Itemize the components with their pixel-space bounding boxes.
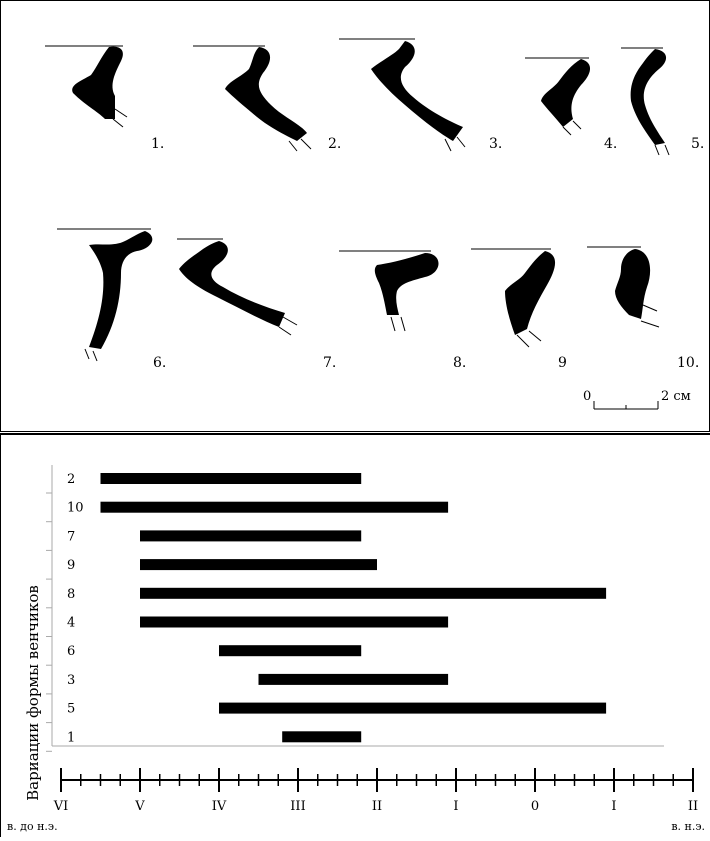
- range-bar-3: [258, 673, 449, 685]
- range-bar-7: [140, 530, 362, 542]
- row-label-2: 2: [67, 472, 75, 487]
- chart-rows: 2 10 7 9 8 4 6 3 5 1: [46, 472, 607, 752]
- x-tick-label: III: [290, 799, 305, 814]
- profile-label-1: 1.: [151, 136, 164, 152]
- row-label-4: 4: [67, 616, 75, 631]
- rim-profile-2: [193, 45, 312, 152]
- row-label-5: 5: [67, 702, 75, 717]
- rim-profile-3: [339, 38, 466, 152]
- range-bar-10: [100, 501, 449, 513]
- x-tick-label: IV: [212, 799, 227, 814]
- row-label-3: 3: [67, 673, 75, 688]
- rim-profile-8: [339, 250, 439, 332]
- rim-profile-7: [177, 238, 298, 336]
- x-unit-label-before: в. до н.э.: [7, 820, 58, 833]
- rim-profile-5: [621, 47, 670, 156]
- range-bar-1: [282, 731, 362, 743]
- range-bar-5: [219, 702, 607, 714]
- profile-label-8: 8.: [453, 355, 466, 371]
- range-bar-2: [100, 473, 362, 484]
- x-tick-label: VI: [53, 799, 69, 814]
- x-tick-label: I: [611, 799, 616, 814]
- profile-label-2: 2.: [328, 136, 341, 152]
- profile-label-3: 3.: [489, 136, 502, 152]
- scale-bar-end-label: 2 см: [661, 389, 691, 404]
- rim-profile-1: [45, 45, 128, 128]
- chart-time-axis: VI V IV III II I 0 I II: [53, 768, 698, 814]
- range-bar-8: [140, 587, 607, 599]
- chronology-chart: Вариации формы венчиков 2 10 7 9 8 4 6 3 5 1 VI V I…: [0, 433, 710, 837]
- scale-bar-start-label: 0: [583, 389, 591, 404]
- range-bar-4: [140, 616, 449, 628]
- rim-profile-9: [471, 248, 556, 348]
- row-label-1: 1: [67, 730, 75, 745]
- rim-profile-4: [525, 57, 591, 136]
- x-tick-label: 0: [531, 799, 539, 814]
- profile-label-10: 10.: [677, 355, 699, 371]
- x-tick-label: II: [372, 799, 382, 814]
- rim-profiles-svg: 1. 2. 3. 4.: [45, 38, 704, 410]
- x-tick-label: V: [134, 799, 145, 814]
- profile-label-9: 9: [558, 355, 567, 371]
- row-label-7: 7: [67, 529, 75, 544]
- range-bar-6: [219, 645, 362, 657]
- profile-label-7: 7.: [323, 355, 336, 371]
- row-label-9: 9: [67, 558, 75, 573]
- x-tick-label: II: [688, 799, 698, 814]
- profile-label-4: 4.: [604, 136, 617, 152]
- profile-label-6: 6.: [153, 355, 166, 371]
- range-bar-9: [140, 559, 377, 571]
- rim-profile-6: [57, 228, 153, 362]
- profile-label-5: 5.: [691, 136, 704, 152]
- rim-profiles-figure: 1. 2. 3. 4.: [0, 0, 710, 432]
- row-label-8: 8: [67, 587, 75, 602]
- row-label-6: 6: [67, 644, 75, 659]
- rim-profile-10: [587, 246, 660, 328]
- x-unit-label-after: в. н.э.: [671, 820, 705, 833]
- x-tick-label: I: [453, 799, 458, 814]
- chart-y-axis-label: Вариации формы венчиков: [24, 585, 42, 801]
- row-label-10: 10: [67, 501, 84, 516]
- scale-bar: [593, 401, 659, 410]
